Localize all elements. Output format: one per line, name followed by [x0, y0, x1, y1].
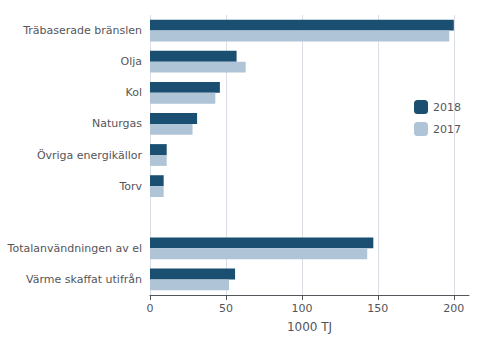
svg-text:Olja: Olja: [120, 55, 142, 68]
svg-text:1000 TJ: 1000 TJ: [287, 320, 332, 334]
svg-text:Träbaserade bränslen: Träbaserade bränslen: [22, 24, 142, 37]
svg-text:Värme skaffat utifrån: Värme skaffat utifrån: [26, 273, 142, 286]
svg-text:150: 150: [367, 302, 388, 315]
svg-text:Naturgas: Naturgas: [92, 117, 142, 130]
svg-text:100: 100: [291, 302, 312, 315]
svg-text:2018: 2018: [433, 101, 461, 114]
svg-text:50: 50: [219, 302, 233, 315]
svg-text:Totalanvändningen av el: Totalanvändningen av el: [7, 242, 142, 255]
svg-text:Övriga energikällor: Övriga energikällor: [37, 149, 143, 162]
svg-text:Kol: Kol: [126, 86, 142, 99]
svg-text:Torv: Torv: [118, 180, 142, 193]
svg-text:200: 200: [443, 302, 464, 315]
svg-text:2017: 2017: [433, 123, 461, 136]
svg-text:0: 0: [147, 302, 154, 315]
